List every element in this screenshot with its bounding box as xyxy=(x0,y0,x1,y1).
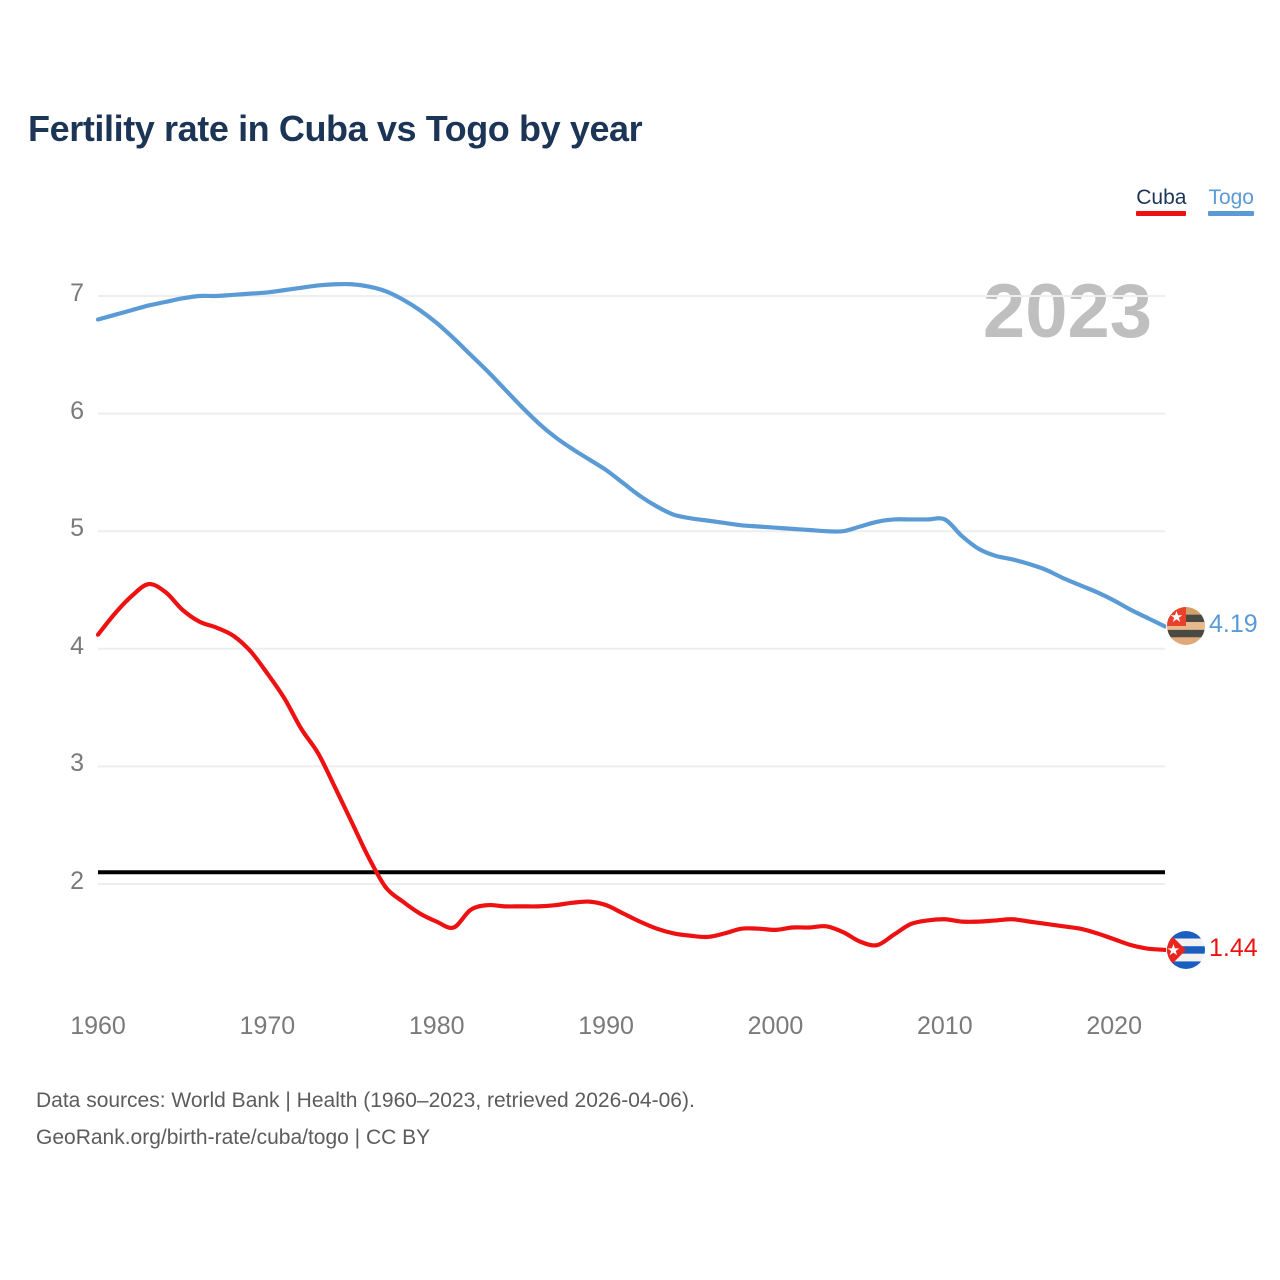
cuba-flag-icon xyxy=(1167,930,1205,969)
page-title: Fertility rate in Cuba vs Togo by year xyxy=(28,108,643,149)
series-line-cuba xyxy=(95,582,1168,952)
y-tick-label: 3 xyxy=(70,749,84,778)
endpoint-value-cuba: 1.44 xyxy=(1209,933,1258,962)
x-tick-label: 1980 xyxy=(408,1012,465,1040)
x-tick-label: 1970 xyxy=(239,1012,296,1040)
year-watermark: 2023 xyxy=(982,269,1152,354)
legend-label-togo: Togo xyxy=(1208,186,1254,209)
footer: Data sources: World Bank | Health (1960–… xyxy=(36,1082,695,1156)
endpoint-value-togo: 4.19 xyxy=(1209,610,1258,639)
x-tick-label: 2010 xyxy=(917,1012,973,1040)
gridlines xyxy=(98,295,1165,885)
y-tick-label: 2 xyxy=(70,867,84,895)
legend: Cuba Togo xyxy=(1136,186,1254,216)
y-tick-label: 7 xyxy=(70,279,84,307)
legend-label-cuba: Cuba xyxy=(1136,186,1187,209)
legend-item-togo[interactable]: Togo xyxy=(1208,186,1254,216)
legend-swatch-cuba xyxy=(1136,211,1187,216)
legend-swatch-togo xyxy=(1208,211,1254,216)
footer-attribution: GeoRank.org/birth-rate/cuba/togo | CC BY xyxy=(36,1126,431,1149)
x-tick-label: 2000 xyxy=(747,1012,804,1040)
y-tick-label: 5 xyxy=(70,514,84,543)
series-line-togo xyxy=(95,281,1168,629)
footer-data-sources: Data sources: World Bank | Health (1960–… xyxy=(36,1089,695,1112)
legend-item-cuba[interactable]: Cuba xyxy=(1136,186,1187,216)
x-tick-label: 2020 xyxy=(1086,1012,1142,1040)
togo-flag-icon xyxy=(1167,607,1205,646)
y-tick-label: 6 xyxy=(70,396,84,425)
y-tick-label: 4 xyxy=(70,631,84,660)
x-tick-label: 1990 xyxy=(578,1012,634,1040)
x-tick-label: 1960 xyxy=(70,1012,126,1040)
